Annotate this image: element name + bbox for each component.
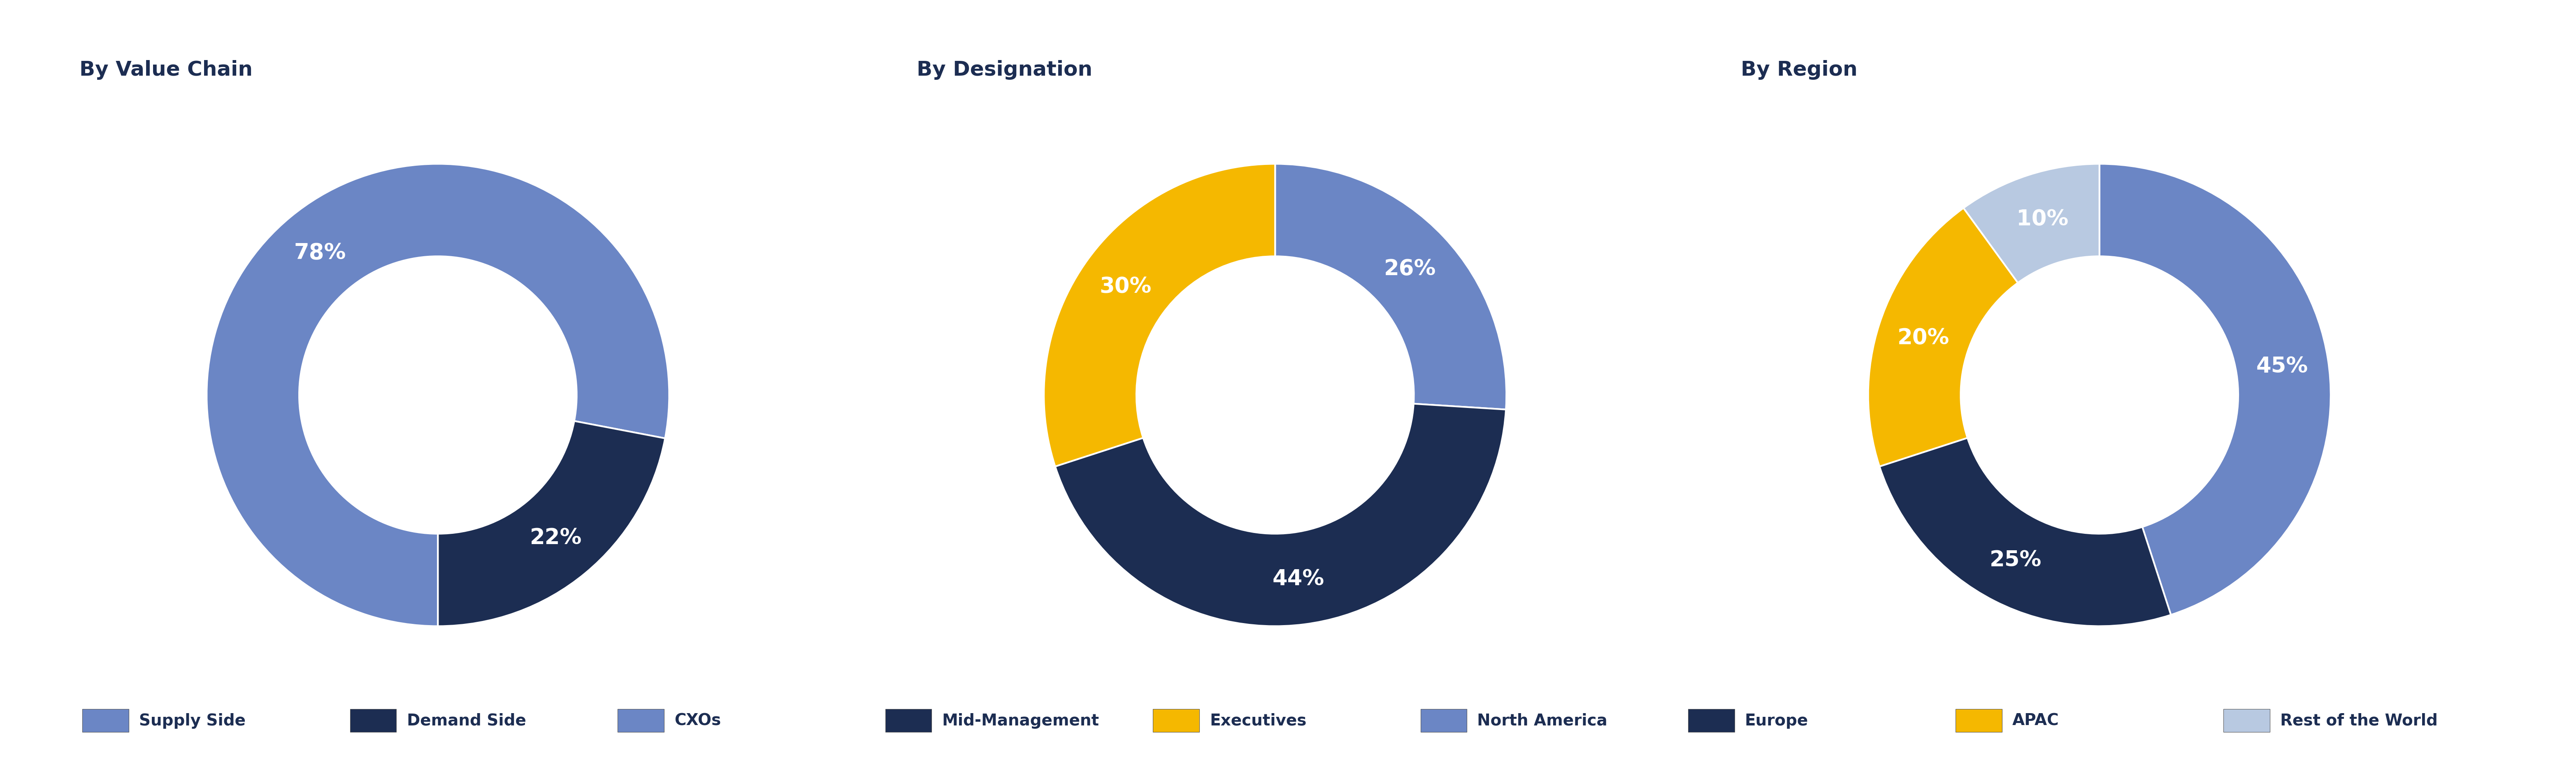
Wedge shape [1275, 164, 1507, 410]
Text: 26%: 26% [1383, 258, 1435, 280]
FancyBboxPatch shape [350, 709, 397, 732]
Text: Europe: Europe [1744, 713, 1808, 728]
Text: 20%: 20% [1899, 328, 1950, 349]
Wedge shape [206, 164, 670, 626]
Wedge shape [2099, 164, 2331, 615]
Wedge shape [1043, 164, 1275, 467]
Text: 78%: 78% [294, 242, 345, 264]
Text: Supply Side: Supply Side [139, 713, 245, 728]
Text: Demand Side: Demand Side [407, 713, 526, 728]
FancyBboxPatch shape [1687, 709, 1734, 732]
Text: 45%: 45% [2257, 356, 2308, 377]
Wedge shape [1880, 438, 2172, 626]
Text: By Value Chain: By Value Chain [80, 60, 252, 80]
Text: North America: North America [1476, 713, 1607, 728]
FancyBboxPatch shape [2223, 709, 2269, 732]
Text: Rest of the World: Rest of the World [2280, 713, 2437, 728]
Text: 25%: 25% [1989, 549, 2040, 571]
Text: 22%: 22% [531, 527, 582, 548]
FancyBboxPatch shape [1154, 709, 1200, 732]
FancyBboxPatch shape [886, 709, 933, 732]
Wedge shape [1868, 208, 2017, 467]
Text: Primary Sources: Primary Sources [1172, 47, 1404, 71]
Text: Mid-Management: Mid-Management [943, 713, 1100, 728]
FancyBboxPatch shape [618, 709, 665, 732]
Wedge shape [1056, 404, 1507, 626]
FancyBboxPatch shape [1955, 709, 2002, 732]
Text: 44%: 44% [1273, 568, 1324, 589]
Text: By Region: By Region [1741, 60, 1857, 80]
Text: 10%: 10% [2017, 209, 2069, 230]
Text: By Designation: By Designation [917, 60, 1092, 80]
Text: Executives: Executives [1211, 713, 1306, 728]
FancyBboxPatch shape [82, 709, 129, 732]
FancyBboxPatch shape [1419, 709, 1466, 732]
Wedge shape [438, 421, 665, 626]
Text: APAC: APAC [2012, 713, 2058, 728]
Text: CXOs: CXOs [675, 713, 721, 728]
Text: 30%: 30% [1100, 276, 1151, 297]
Wedge shape [1963, 164, 2099, 283]
